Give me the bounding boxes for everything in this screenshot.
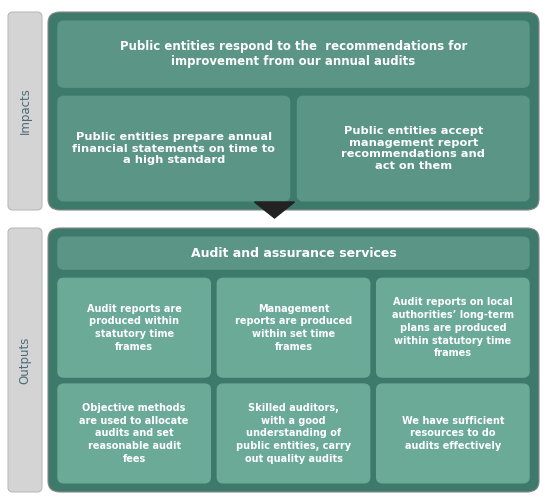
Text: Public entities prepare annual
financial statements on time to
a high standard: Public entities prepare annual financial… (72, 132, 275, 165)
FancyBboxPatch shape (8, 228, 42, 492)
FancyBboxPatch shape (217, 384, 369, 483)
FancyBboxPatch shape (58, 278, 210, 377)
Text: Audit reports are
produced within
statutory time
frames: Audit reports are produced within statut… (87, 303, 182, 352)
Text: Skilled auditors,
with a good
understanding of
public entities, carry
out qualit: Skilled auditors, with a good understand… (236, 403, 351, 464)
FancyBboxPatch shape (217, 278, 369, 377)
Text: Impacts: Impacts (19, 88, 31, 134)
FancyBboxPatch shape (48, 228, 539, 492)
Text: Objective methods
are used to allocate
audits and set
reasonable audit
fees: Objective methods are used to allocate a… (80, 403, 189, 464)
FancyBboxPatch shape (48, 12, 539, 210)
Text: Outputs: Outputs (19, 337, 31, 384)
FancyBboxPatch shape (58, 237, 529, 269)
Text: Public entities accept
management report
recommendations and
act on them: Public entities accept management report… (341, 126, 485, 171)
Text: We have sufficient
resources to do
audits effectively: We have sufficient resources to do audit… (401, 415, 504, 451)
FancyBboxPatch shape (298, 96, 529, 201)
FancyBboxPatch shape (8, 12, 42, 210)
Text: Audit and assurance services: Audit and assurance services (191, 246, 396, 260)
Text: Management
reports are produced
within set time
frames: Management reports are produced within s… (235, 303, 352, 352)
FancyBboxPatch shape (377, 278, 529, 377)
FancyBboxPatch shape (58, 96, 289, 201)
FancyBboxPatch shape (377, 384, 529, 483)
Text: Public entities respond to the  recommendations for
improvement from our annual : Public entities respond to the recommend… (120, 40, 467, 68)
Text: Audit reports on local
authorities’ long-term
plans are produced
within statutor: Audit reports on local authorities’ long… (392, 297, 514, 358)
FancyBboxPatch shape (58, 21, 529, 87)
FancyBboxPatch shape (58, 384, 210, 483)
Polygon shape (255, 202, 294, 218)
